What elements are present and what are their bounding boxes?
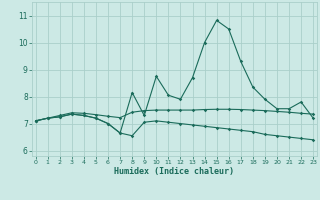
- X-axis label: Humidex (Indice chaleur): Humidex (Indice chaleur): [115, 167, 234, 176]
